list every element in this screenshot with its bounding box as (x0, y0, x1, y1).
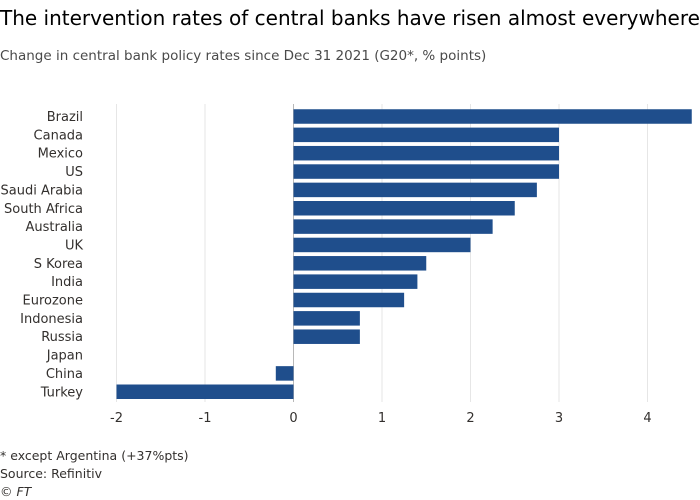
bar-china (275, 366, 294, 381)
bar-brazil (293, 109, 692, 124)
footnote: * except Argentina (+37%pts) (0, 448, 189, 463)
category-label: Russia (41, 330, 83, 345)
x-tick-label: -2 (110, 411, 123, 426)
bar-uk (293, 237, 471, 253)
category-label: Mexico (38, 147, 83, 162)
bar-s-korea (293, 256, 427, 271)
bar-us (293, 164, 559, 179)
x-tick-label: 3 (555, 411, 563, 426)
category-label: UK (65, 238, 84, 253)
category-label: Australia (25, 220, 83, 235)
category-label: Canada (34, 128, 83, 143)
source-note: Source: Refinitiv (0, 466, 102, 481)
category-label: Brazil (47, 110, 83, 125)
chart-title: The intervention rates of central banks … (0, 6, 700, 30)
category-label: S Korea (34, 257, 83, 272)
bar-mexico (293, 145, 559, 161)
bar-eurozone (293, 292, 405, 308)
x-tick-label: -1 (199, 411, 212, 426)
bar-indonesia (293, 311, 360, 326)
chart-subtitle: Change in central bank policy rates sinc… (0, 48, 487, 64)
x-tick-label: 1 (378, 411, 386, 426)
category-labels: Brazil Canada Mexico US Saudi Arabia South Af… (1, 110, 84, 400)
credit: © FT (0, 484, 32, 499)
category-label: US (65, 165, 83, 180)
category-label: Indonesia (20, 312, 83, 327)
bar-chart: Brazil Canada Mexico US Saudi Arabia South Af… (1, 104, 692, 426)
x-tick-label: 2 (466, 411, 474, 426)
x-tick-label: 4 (643, 411, 651, 426)
category-label: Turkey (40, 385, 84, 400)
category-label: India (51, 275, 83, 290)
bar-turkey (116, 384, 294, 399)
category-label: South Africa (4, 202, 83, 217)
category-label: China (46, 367, 83, 382)
bar-saudi-arabia (293, 182, 537, 198)
bar-russia (293, 329, 360, 344)
category-label: Eurozone (23, 294, 83, 309)
category-label: Japan (46, 349, 83, 364)
bar-south-africa (293, 201, 515, 216)
bar-canada (293, 127, 559, 143)
bar-australia (293, 219, 493, 234)
category-label: Saudi Arabia (1, 183, 84, 198)
x-tick-label: 0 (289, 411, 297, 426)
bars (116, 109, 692, 399)
x-tick-labels: -2 -1 0 1 2 3 4 (110, 411, 652, 426)
bar-india (293, 274, 418, 289)
